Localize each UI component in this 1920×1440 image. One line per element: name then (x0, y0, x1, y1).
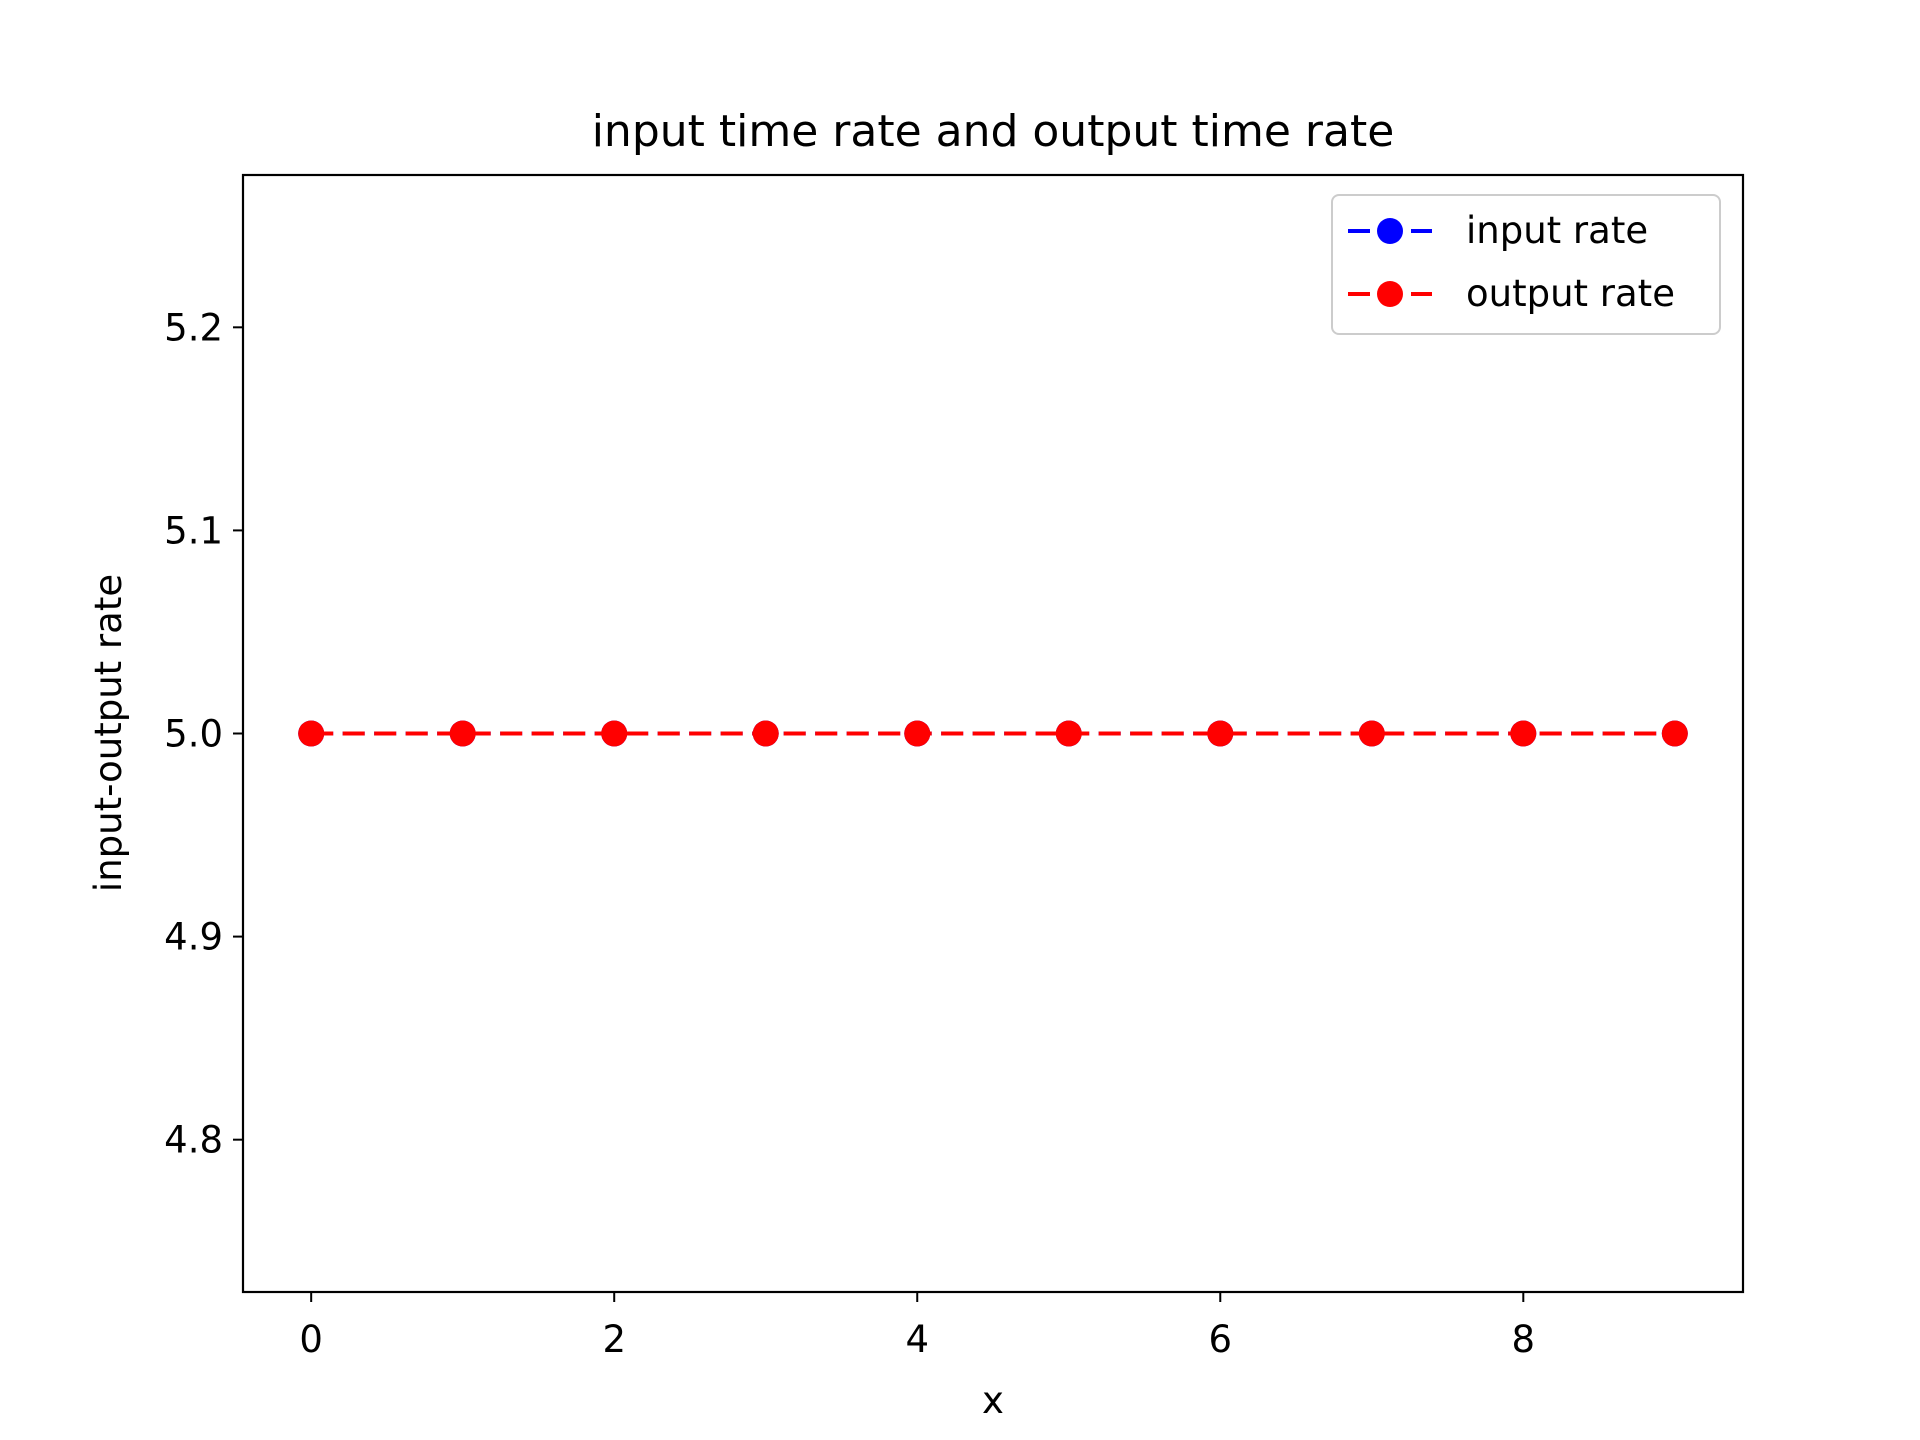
x-tick-label: 8 (1512, 1318, 1536, 1361)
legend-marker-input-rate (1377, 218, 1403, 244)
x-axis-ticks: 0 2 4 6 8 (299, 1292, 1535, 1361)
plot-frame (241, 173, 1745, 1294)
data-point-output-rate (1207, 720, 1234, 747)
y-tick-label: 5.0 (164, 713, 223, 756)
data-point-output-rate (601, 720, 628, 747)
y-axis-ticks: 4.8 4.9 5.0 5.1 5.2 (164, 306, 243, 1162)
data-point-output-rate (1510, 720, 1537, 747)
x-axis-label: x (982, 1379, 1004, 1422)
x-tick-label: 4 (905, 1318, 929, 1361)
data-point-output-rate (449, 720, 476, 747)
series-layer (298, 720, 1688, 747)
y-tick-label: 5.1 (164, 509, 223, 552)
x-tick-label: 6 (1208, 1318, 1232, 1361)
legend: input rate output rate (1331, 194, 1721, 335)
x-tick-label: 0 (299, 1318, 323, 1361)
legend-label-input-rate: input rate (1466, 209, 1648, 252)
data-point-output-rate (1055, 720, 1082, 747)
data-point-output-rate (298, 720, 325, 747)
chart-title: input time rate and output time rate (592, 106, 1395, 157)
legend-label-output-rate: output rate (1466, 272, 1675, 315)
y-tick-label: 4.9 (164, 916, 223, 959)
y-tick-label: 4.8 (164, 1119, 223, 1162)
x-tick-label: 2 (602, 1318, 626, 1361)
y-tick-label: 5.2 (164, 306, 223, 349)
data-point-output-rate (1661, 720, 1688, 747)
y-axis-label: input-output rate (87, 574, 130, 892)
data-point-output-rate (904, 720, 931, 747)
legend-marker-output-rate (1377, 281, 1403, 307)
data-point-output-rate (752, 720, 779, 747)
data-point-output-rate (1358, 720, 1385, 747)
